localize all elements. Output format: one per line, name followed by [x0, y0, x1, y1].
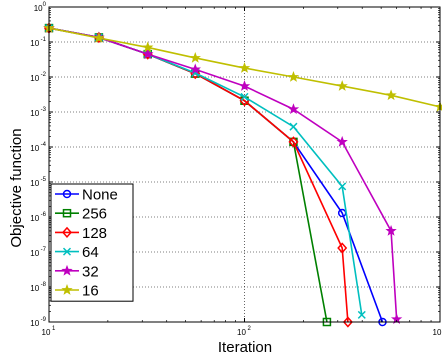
y-tick-label: 10	[30, 74, 39, 83]
legend-item-256: 256	[55, 206, 107, 223]
grid-lines	[49, 7, 440, 322]
data-point-64	[357, 310, 366, 319]
x-tick-label: 10	[42, 328, 51, 337]
y-tick-label: 10	[30, 144, 39, 153]
y-tick-exponent: -1	[41, 37, 47, 43]
data-point-16	[287, 71, 300, 82]
data-point-16	[189, 52, 201, 63]
data-point-16	[93, 32, 105, 43]
legend-swatch-marker	[61, 226, 73, 239]
legend-label: 16	[82, 283, 99, 300]
y-tick-label: 10	[30, 319, 39, 328]
legend-box	[50, 183, 134, 302]
data-point-64	[240, 92, 249, 101]
y-tick-exponent: -7	[41, 247, 47, 253]
data-point-32	[238, 80, 251, 91]
x-tick-label: 10	[237, 328, 246, 337]
y-tick-label: 10	[34, 4, 43, 13]
data-point-16	[238, 62, 251, 73]
data-point-16	[336, 80, 348, 91]
legend-label: 32	[82, 263, 99, 280]
y-tick-exponent: -5	[41, 177, 47, 183]
legend-swatch-marker	[61, 284, 73, 295]
data-point-16	[142, 41, 154, 53]
y-tick-label: 10	[30, 179, 39, 188]
legend-label: 64	[82, 244, 99, 261]
legend-item-32: 32	[55, 263, 99, 280]
series-lines	[43, 22, 442, 328]
y-tick-exponent: 0	[43, 2, 47, 8]
data-point-32	[142, 48, 154, 59]
legend-item-16: 16	[55, 283, 99, 300]
y-tick-label: 10	[30, 249, 39, 258]
legend-item-128: 128	[55, 225, 107, 242]
y-tick-label: 10	[30, 109, 39, 118]
legend-label: None	[82, 187, 118, 204]
legend-label: 128	[82, 225, 107, 242]
data-point-32	[336, 135, 348, 147]
data-point-16	[385, 89, 397, 101]
legend-item-none: None	[55, 187, 118, 204]
legend: None 256 128 64 32 16	[50, 183, 134, 302]
legend-swatch-marker	[62, 189, 72, 199]
legend-label: 256	[82, 206, 107, 223]
y-tick-exponent: -6	[41, 212, 47, 218]
legend-swatch-marker	[62, 208, 72, 218]
x-tick-exponent: 1	[52, 326, 56, 332]
data-point-128	[288, 136, 299, 148]
y-tick-exponent: -9	[41, 317, 47, 323]
legend-item-64: 64	[55, 244, 99, 261]
y-tick-exponent: -3	[41, 107, 47, 113]
x-tick-label: 10	[433, 328, 442, 337]
y-tick-label: 10	[30, 39, 39, 48]
y-tick-exponent: -2	[41, 72, 47, 78]
data-point-32	[287, 103, 300, 115]
data-point-128	[342, 316, 353, 328]
legend-swatch-marker	[62, 247, 72, 256]
legend-swatch-marker	[61, 264, 73, 276]
data-point-32	[189, 63, 201, 75]
y-tick-label: 10	[30, 214, 39, 223]
y-tick-label: 10	[30, 284, 39, 293]
x-tick-exponent: 2	[248, 326, 252, 332]
data-point-64	[289, 122, 298, 131]
data-point-32	[385, 224, 397, 236]
y-tick-exponent: -8	[41, 282, 47, 288]
y-tick-exponent: -4	[41, 142, 47, 148]
data-point-128	[337, 242, 348, 254]
y-axis-title: Objective function	[8, 128, 25, 247]
x-axis-title: Iteration	[218, 339, 272, 356]
data-point-64	[338, 182, 347, 191]
